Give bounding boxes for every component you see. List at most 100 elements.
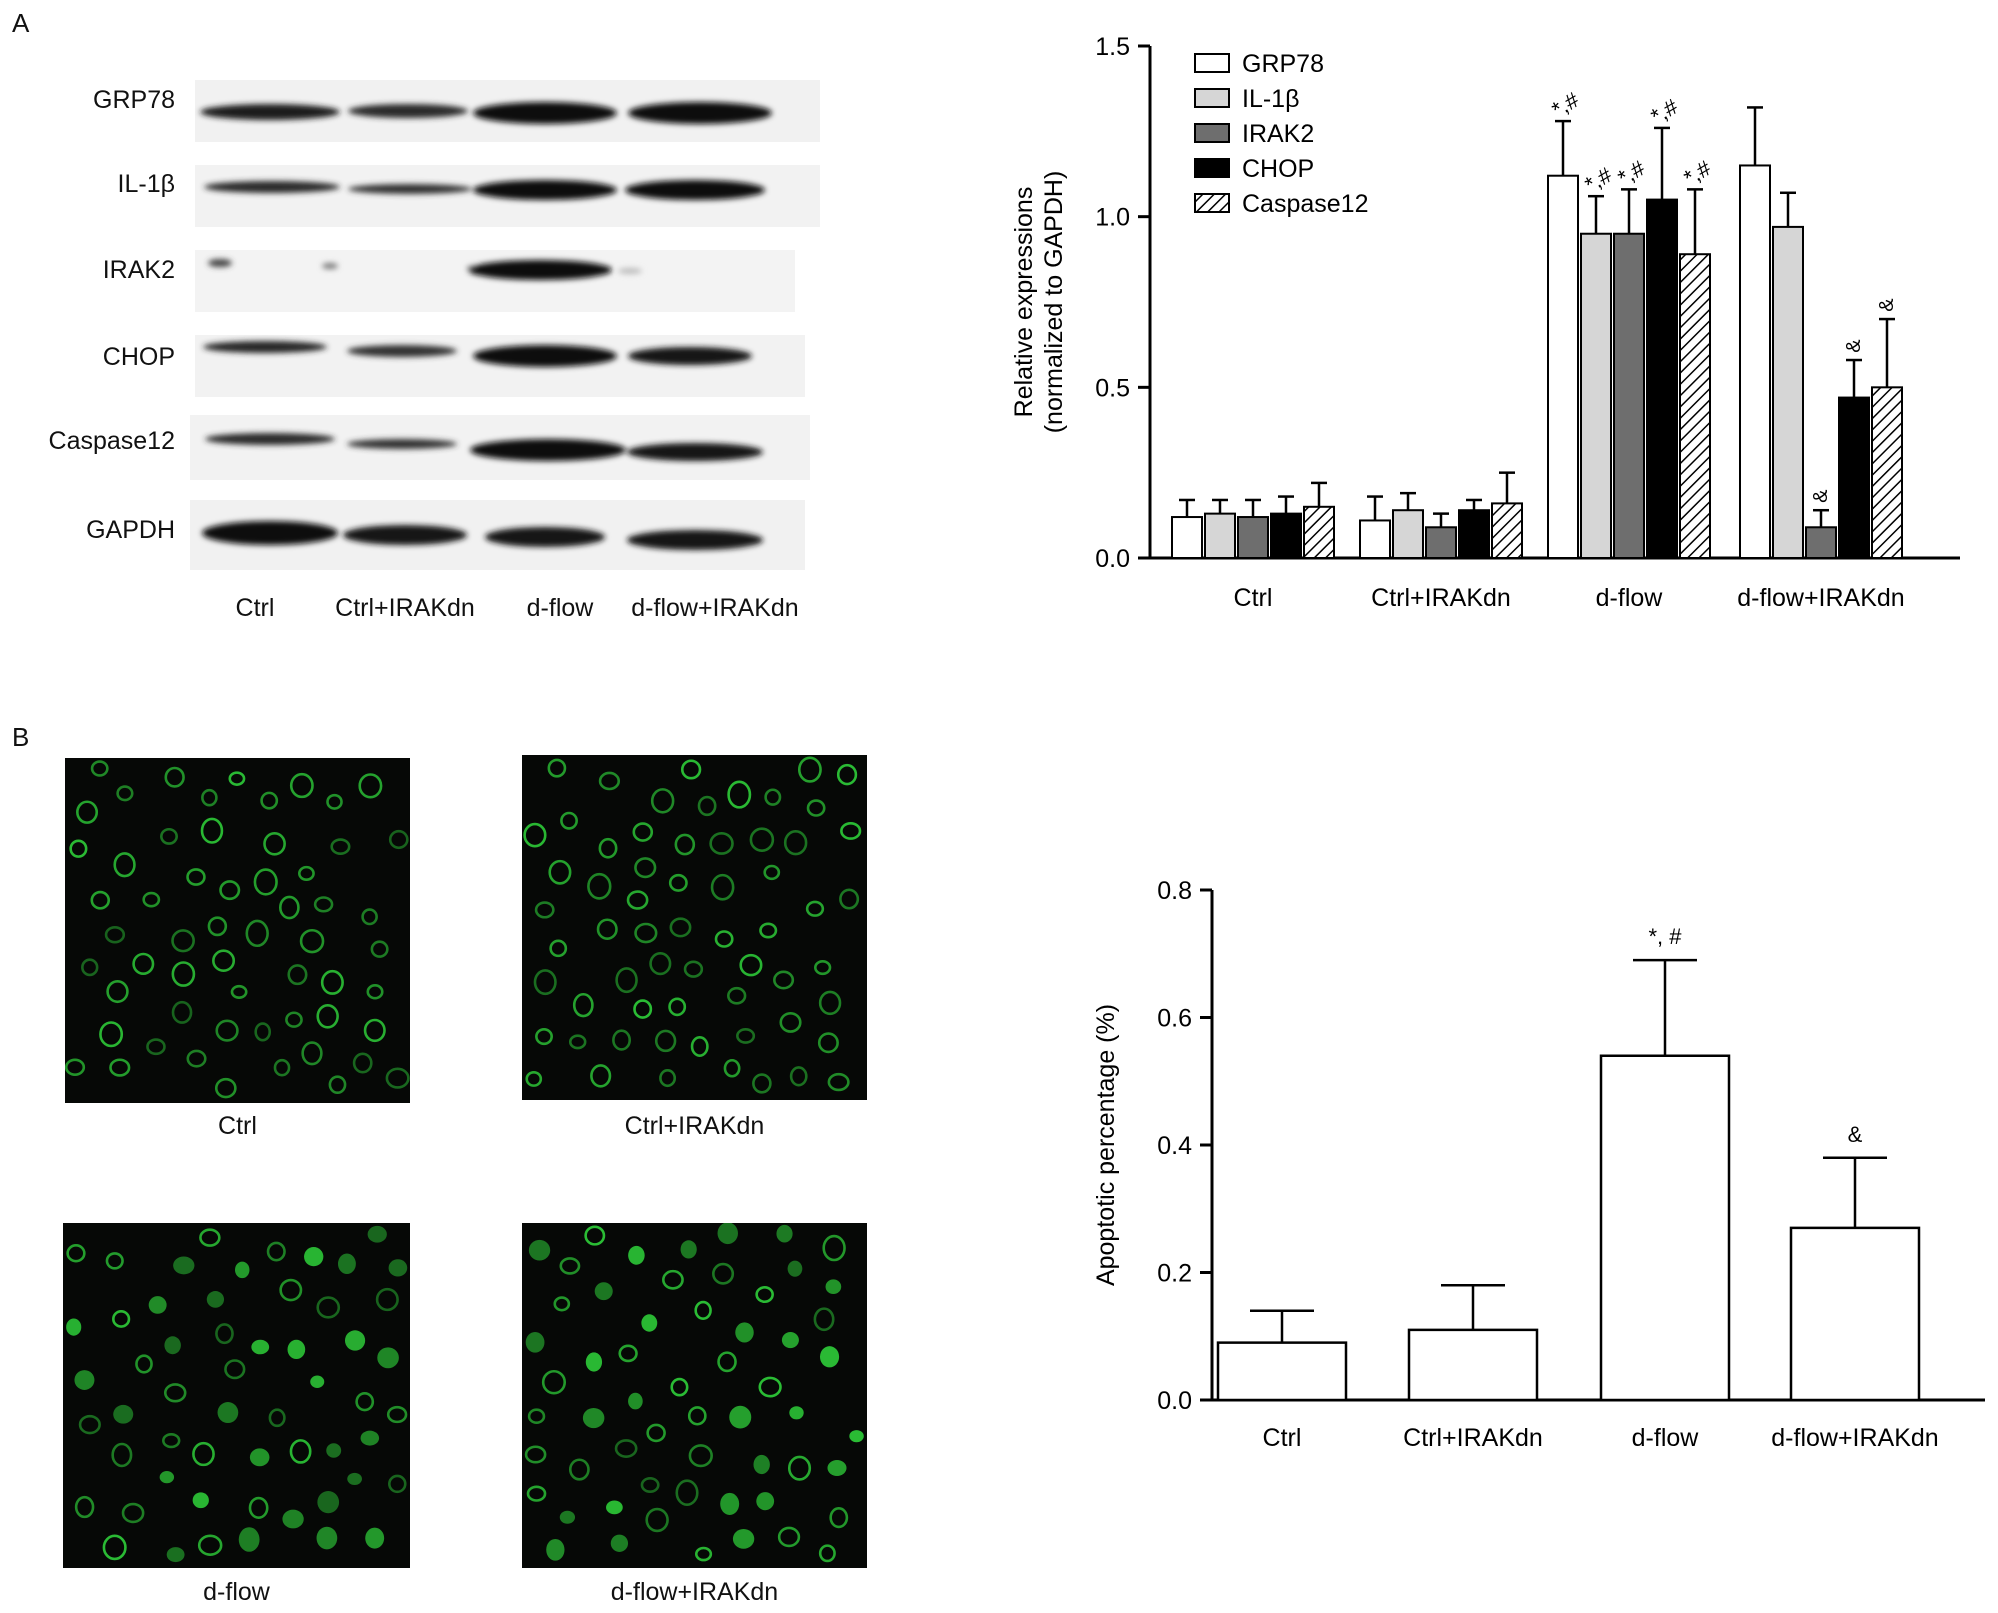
cell [200, 817, 224, 844]
bar [1491, 502, 1523, 559]
cell [186, 868, 206, 886]
cell [201, 788, 218, 807]
cell [238, 1527, 260, 1552]
cell [634, 922, 658, 944]
cell [640, 1476, 660, 1493]
cell [224, 1359, 246, 1380]
cell [268, 1408, 286, 1428]
cell [358, 773, 383, 799]
bar [1838, 396, 1870, 559]
cell [370, 940, 389, 958]
cell [106, 980, 129, 1004]
x-tick-label: Ctrl [1263, 1424, 1302, 1452]
cell [219, 880, 241, 901]
y-tick-label: 0.4 [1157, 1132, 1192, 1160]
cell [836, 763, 858, 786]
cell [533, 969, 557, 996]
cell [113, 852, 136, 878]
cell [752, 1073, 772, 1094]
cell [361, 908, 378, 926]
cell [251, 1339, 270, 1355]
cell [330, 838, 351, 856]
bar [1171, 516, 1203, 560]
cell [160, 827, 178, 845]
cell [171, 929, 195, 953]
cell [776, 1224, 793, 1243]
cell [541, 1369, 567, 1395]
cell [827, 1459, 847, 1477]
bar [1204, 512, 1236, 560]
cell [111, 1442, 133, 1468]
cell [739, 953, 763, 977]
cell [549, 939, 568, 958]
y-tick-label: 0.0 [1095, 545, 1130, 573]
bar [1599, 1054, 1731, 1402]
cell [594, 1282, 613, 1301]
cell [192, 1492, 209, 1509]
cell [527, 1408, 546, 1424]
legend-swatch [1194, 123, 1230, 143]
cell [756, 1492, 775, 1511]
cell [822, 1234, 846, 1262]
cell [680, 1240, 697, 1259]
cell [654, 1029, 677, 1053]
cell [675, 1479, 699, 1507]
cell [559, 1510, 576, 1524]
cell [355, 1392, 375, 1412]
apoptosis-bar-chart: 0.0 0.2 0.4 0.6 0.8 Apoptotic percentage (%) C… [1092, 877, 1985, 1452]
cell [783, 830, 808, 856]
cell [228, 771, 246, 786]
legend-label: IL-1β [1242, 85, 1299, 113]
lane-label-ctrl: Ctrl [235, 594, 275, 622]
blot-label-chop: CHOP [102, 343, 175, 371]
cell [694, 1300, 712, 1321]
cell [645, 1507, 669, 1533]
cell [690, 1035, 709, 1057]
bar [1789, 1226, 1921, 1402]
cell [146, 1038, 166, 1056]
cell [787, 1260, 803, 1277]
cell [266, 1241, 286, 1262]
cell [352, 1052, 373, 1074]
cell [818, 1544, 836, 1563]
cell [215, 1323, 234, 1345]
cell [310, 1375, 325, 1388]
x-tick-label: d-flow+IRAKdn [1771, 1424, 1938, 1452]
x-tick-label: Ctrl+IRAKdn [1403, 1424, 1543, 1452]
cell [717, 1351, 737, 1373]
cell [587, 872, 612, 900]
cell [388, 1259, 408, 1277]
cell [90, 890, 111, 910]
bar [1216, 1341, 1348, 1402]
cell [365, 1527, 385, 1549]
significance-label: *,# [1580, 162, 1616, 197]
bar [1425, 526, 1457, 559]
cell [279, 1278, 303, 1302]
cell [668, 997, 687, 1017]
bar [1303, 505, 1335, 559]
cell [363, 1018, 386, 1043]
y-axis-label: Relative expressions(normalized to GAPDH… [1010, 171, 1068, 434]
cell [260, 791, 279, 810]
cell [316, 1526, 338, 1550]
cell [301, 1041, 323, 1066]
cell [69, 839, 88, 858]
bar [1646, 198, 1678, 559]
cell [596, 918, 618, 940]
cell [74, 1370, 95, 1390]
blot-label-caspase12: Caspase12 [48, 427, 175, 455]
cell [827, 1072, 850, 1092]
cell [568, 1034, 587, 1050]
cell [135, 1354, 153, 1374]
cell [839, 888, 860, 910]
microscopy-label-ctrl-irakdn: Ctrl+IRAKdn [624, 1112, 765, 1140]
cell [81, 958, 99, 977]
cell [173, 1256, 195, 1275]
cell [763, 864, 781, 881]
cell [386, 1405, 408, 1424]
bar [1613, 232, 1645, 559]
cell [584, 1225, 606, 1246]
cell [132, 952, 155, 976]
cell [313, 896, 334, 913]
significance-label: & [1843, 339, 1865, 353]
